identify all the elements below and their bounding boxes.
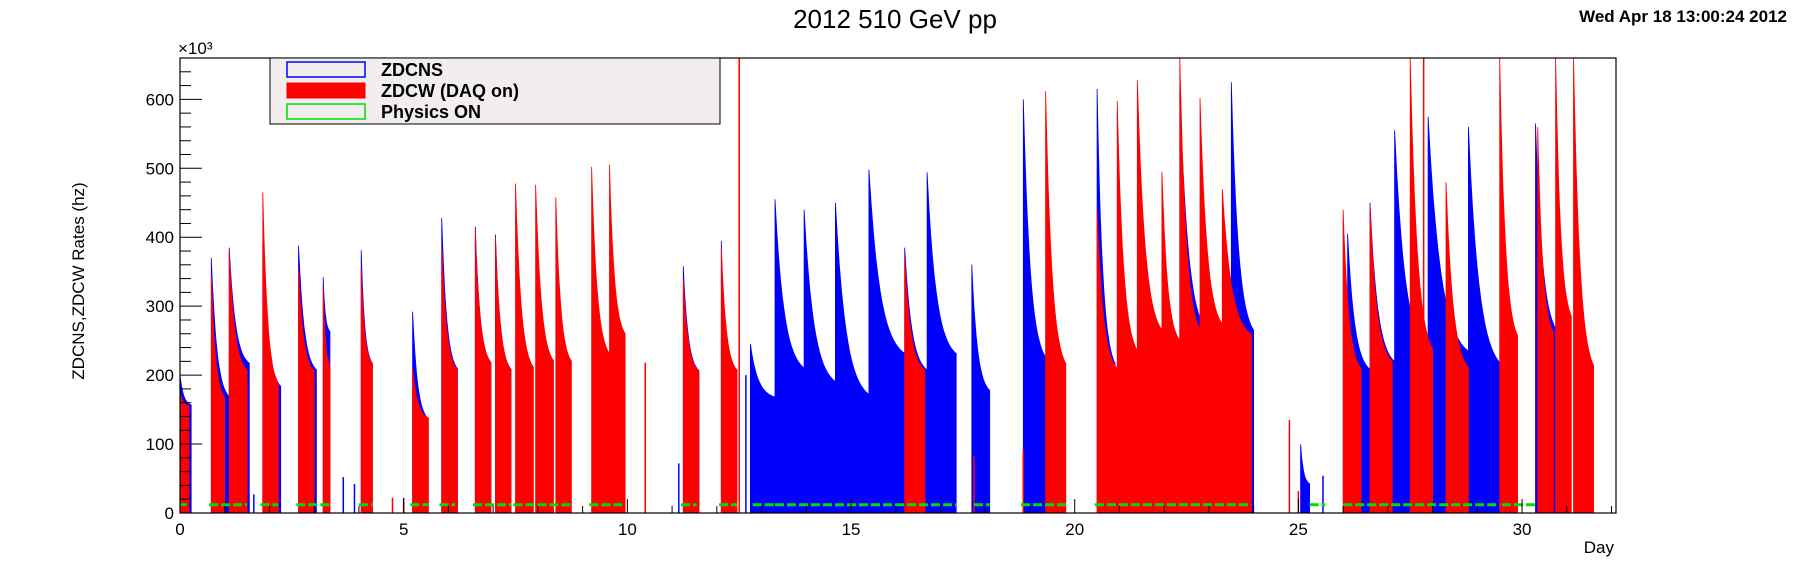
zdcw-daq-on-fill-27	[1342, 209, 1362, 514]
data-layer	[179, 57, 1594, 514]
zdcw-daq-on-fill-10	[495, 237, 512, 514]
zdcw-daq-on-fill-29	[1409, 57, 1433, 514]
zdcw-daq-on-fill-2	[228, 250, 248, 514]
chart-title: 2012 510 GeV pp	[793, 4, 997, 34]
zdcw-daq-on-fill-33	[1555, 57, 1572, 514]
zdcw-daq-on-fill-11	[515, 183, 534, 514]
zdcns-fill-30	[1468, 126, 1503, 514]
zdcns-fill-17	[868, 169, 906, 514]
legend-swatch-physics	[286, 103, 366, 120]
zdcns-fill-15	[803, 209, 836, 514]
legend-swatch-zdcns	[286, 61, 366, 78]
zdcw-daq-on-fill-16	[682, 278, 700, 514]
plot-frame	[179, 57, 1617, 514]
zdcw-daq-on-fill-15	[609, 164, 626, 514]
zdcw-daq-on-fill-19	[1045, 91, 1067, 514]
x-tick-label-30: 30	[1513, 520, 1532, 539]
y-tick-label-200: 200	[146, 366, 174, 385]
legend-label-zdcns: ZDCNS	[381, 60, 443, 80]
y-multiplier-label: ×10³	[178, 39, 213, 58]
legend-swatch-zdcw	[286, 82, 366, 99]
zdcw-daq-on-fill-23	[1161, 171, 1181, 514]
x-tick-label-15: 15	[842, 520, 861, 539]
zdcw-daq-on-fill-13	[555, 197, 572, 514]
y-tick-label-0: 0	[165, 504, 174, 523]
zdcw-daq-on-fill-12	[535, 184, 554, 514]
zdcw-daq-on-fill-20	[1096, 209, 1118, 514]
zdcw-daq-on-fill-9	[474, 230, 492, 514]
y-tick-label-400: 400	[146, 228, 174, 247]
zdcw-daq-on-fill-8	[441, 245, 458, 514]
y-tick-label-300: 300	[146, 297, 174, 316]
zdcw-daq-on-fill-30	[1445, 182, 1469, 514]
legend: ZDCNS ZDCW (DAQ on) Physics ON	[269, 57, 721, 125]
legend-label-physics: Physics ON	[381, 102, 481, 122]
zdcw-daq-on-fill-7	[412, 368, 429, 514]
y-tick-label-500: 500	[146, 159, 174, 178]
zdcw-daq-on-fill-4	[298, 268, 315, 514]
zdcw-daq-on-fill-5	[322, 285, 331, 514]
zdcns-fill-16	[835, 202, 870, 514]
y-tick-label-600: 600	[146, 90, 174, 109]
zdcns-fill-19	[926, 172, 957, 514]
zdcns-fill-13	[750, 344, 776, 514]
zdcw-daq-on-fill-26	[1221, 188, 1252, 514]
zdcw-daq-on-fill-22	[1136, 80, 1163, 514]
zdcw-daq-on-fill-34	[1573, 57, 1594, 514]
x-tick-label-0: 0	[175, 520, 184, 539]
zdcw-daq-on-fill-24	[1179, 57, 1201, 514]
x-tick-label-25: 25	[1289, 520, 1308, 539]
zdcw-daq-on-fill-25	[1199, 97, 1223, 514]
zdcw-daq-on-fill-14	[591, 166, 610, 514]
zdcw-daq-on-fill-32	[1537, 126, 1554, 514]
x-tick-label-10: 10	[618, 520, 637, 539]
zdcw-daq-on-fill-21	[1116, 100, 1138, 514]
x-tick-label-20: 20	[1065, 520, 1084, 539]
zdcns-fill-14	[774, 199, 805, 514]
axes-layer: 0 100 200 300 400 500 600 0 5 10 15 20 25 30	[146, 57, 1613, 539]
zdcw-daq-on-fill-3	[262, 192, 279, 514]
zdcns-fill-20	[971, 264, 991, 514]
zdcw-daq-on-fill-0	[179, 392, 190, 514]
zdcw-daq-on-fill-17	[720, 247, 738, 514]
timestamp: Wed Apr 18 13:00:24 2012	[1579, 7, 1787, 26]
zdcns-fill-25	[1300, 444, 1310, 514]
x-tick-label-5: 5	[399, 520, 408, 539]
zdcns-fill-21	[1022, 99, 1046, 514]
y-tick-label-100: 100	[146, 435, 174, 454]
zdcw-daq-on-fill-28	[1369, 206, 1393, 514]
x-axis-label: Day	[1584, 538, 1615, 557]
zdcw-daq-on-fill-1	[210, 275, 226, 514]
zdcw-daq-on-fill-6	[360, 268, 373, 514]
zdcw-daq-on-fill-18	[904, 257, 926, 514]
zdcw-daq-on-fill-31	[1499, 57, 1518, 514]
y-axis-label: ZDCNS,ZDCW Rates (hz)	[69, 182, 88, 379]
legend-label-zdcw: ZDCW (DAQ on)	[381, 81, 519, 101]
